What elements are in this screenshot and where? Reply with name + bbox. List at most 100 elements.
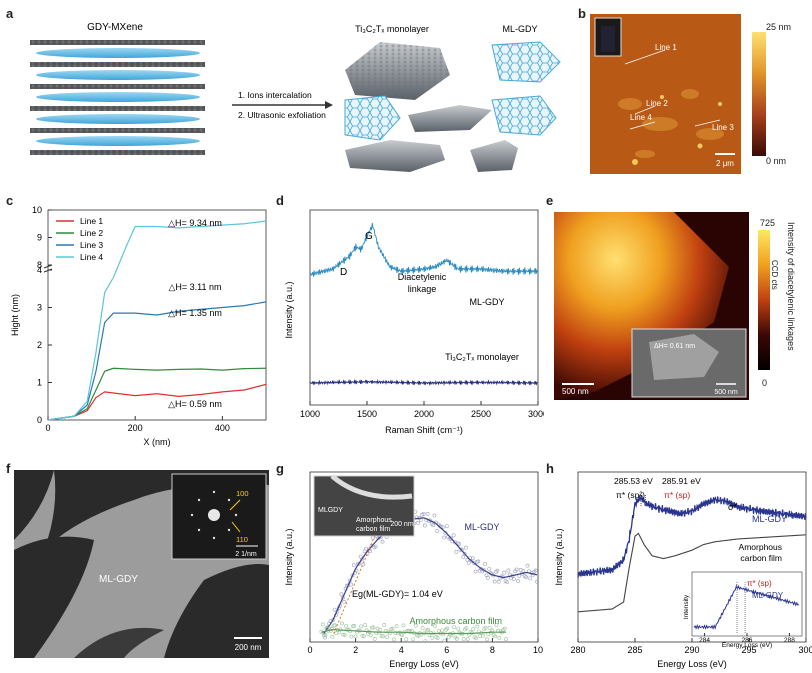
h-inset-xtick: 284 xyxy=(699,637,710,644)
g-point xyxy=(442,638,447,643)
g-point xyxy=(340,621,344,626)
h-inset-xtick: 288 xyxy=(784,637,795,644)
g-point xyxy=(492,579,497,584)
h-amorph1: Amorphous xyxy=(739,542,782,552)
g-point xyxy=(487,626,492,630)
g-point xyxy=(368,633,373,638)
g-point xyxy=(442,535,446,540)
c-ytick: 8 xyxy=(37,260,42,270)
g-point xyxy=(493,634,498,639)
tem-mlgdy-label: ML-GDY xyxy=(99,574,138,585)
g-point xyxy=(494,623,499,628)
g-point xyxy=(454,636,459,641)
d-peak-d: D xyxy=(340,267,347,278)
g-point xyxy=(363,623,368,627)
g-xtick: 10 xyxy=(533,645,543,655)
raman-colorbar xyxy=(758,230,770,370)
g-point xyxy=(371,625,376,630)
h-xtick: 280 xyxy=(570,645,585,655)
panel-letter-a: a xyxy=(6,6,14,21)
g-point xyxy=(496,579,501,584)
c-dh-line1: △H= 0.59 nm xyxy=(168,399,222,409)
g-point xyxy=(394,624,399,629)
h-inset-xlabel: Energy Loss (eV) xyxy=(722,642,772,649)
panel-letter-e: e xyxy=(546,193,554,208)
gdy-layer xyxy=(36,70,200,80)
g-point xyxy=(334,631,339,636)
panel-letter-d: d xyxy=(276,193,284,208)
g-point xyxy=(381,634,385,639)
mxene-flake xyxy=(345,140,445,172)
g-point xyxy=(433,624,437,628)
g-point xyxy=(340,595,345,600)
panel-letter-h: h xyxy=(546,461,554,476)
g-amorph-label: Amorphous carbon film xyxy=(409,616,502,626)
g-point xyxy=(352,623,357,628)
g-point xyxy=(378,627,383,632)
h-series-0 xyxy=(577,495,807,578)
e-scalebar-label: 500 nm xyxy=(562,387,589,396)
g-point xyxy=(351,563,356,568)
afm-scalebar-label: 2 μm xyxy=(716,159,734,168)
g-point xyxy=(390,626,395,631)
g-point xyxy=(483,562,488,566)
chart-d: Intensity (a.u.) Raman Shift (cm⁻¹) 1000… xyxy=(284,209,544,435)
h-inset-xtick: 286 xyxy=(742,637,753,644)
h-xtick: 300 xyxy=(798,645,812,655)
g-point xyxy=(525,563,530,568)
g-point xyxy=(425,512,430,516)
d-xtick: 1500 xyxy=(357,409,377,419)
g-point xyxy=(423,639,428,643)
g-point xyxy=(330,634,335,639)
g-point xyxy=(475,624,480,629)
e-inset-dh: ΔH= 0.61 nm xyxy=(654,343,695,350)
g-point xyxy=(359,624,363,629)
afm-cbar-min: 0 nm xyxy=(766,156,787,166)
g-ylabel: Intensity (a.u.) xyxy=(284,528,294,585)
arrow-head-icon xyxy=(325,101,333,109)
c-xtick: 0 xyxy=(45,423,50,433)
g-point xyxy=(446,635,451,640)
g-xtick: 6 xyxy=(444,645,449,655)
h-inset-pi: π* (sp) xyxy=(747,579,772,588)
c-dh-line2: △H= 1.35 nm xyxy=(168,308,222,318)
d-xtick: 2500 xyxy=(471,409,491,419)
d-mlgdy-label: ML-GDY xyxy=(469,297,504,307)
chart-c: Hight (nm) X (nm) 0 200 400 0 1 2 3 48 9 10 △H= 9… xyxy=(10,205,267,447)
g-xtick: 4 xyxy=(399,645,404,655)
c-xtick: 200 xyxy=(128,423,143,433)
g-fit-1 xyxy=(321,629,507,635)
afm-cbar-max: 25 nm xyxy=(766,22,792,32)
afm-line1-label: Line 1 xyxy=(655,43,677,52)
h-inset-ylabel: Intensity xyxy=(683,594,690,619)
h-series-1 xyxy=(577,532,806,613)
h-sigma: σ* xyxy=(728,502,738,512)
afm-line2-label: Line 2 xyxy=(646,99,668,108)
afm-colorbar xyxy=(752,32,766,156)
h-inset-series xyxy=(693,584,800,630)
g-xtick: 8 xyxy=(490,645,495,655)
g-point xyxy=(323,633,328,637)
g-point xyxy=(372,637,377,641)
g-point xyxy=(480,633,485,638)
d-xtick: 1000 xyxy=(300,409,320,419)
g-point xyxy=(533,568,538,573)
g-point xyxy=(322,633,327,638)
gdy-mxene-title: GDY-MXene xyxy=(87,22,143,33)
e-cbar-unit: CCD cts xyxy=(770,260,779,290)
g-point xyxy=(476,559,481,564)
g-point xyxy=(430,635,435,640)
mxene-flake xyxy=(408,105,492,132)
g-point xyxy=(382,623,387,627)
g-point xyxy=(342,599,347,604)
c-ytick: 2 xyxy=(37,340,42,350)
gdy-layer xyxy=(36,114,200,124)
mono-title: Ti₃C₂Tₓ monolayer xyxy=(355,24,429,34)
d-peak-g: G xyxy=(365,231,373,242)
panel-letter-f: f xyxy=(6,461,11,476)
h-pi-sp2: π* (sp²) xyxy=(616,490,645,500)
h-xtick: 290 xyxy=(684,645,699,655)
g-point xyxy=(423,523,427,528)
g-point xyxy=(373,544,378,549)
e-cbar-max: 725 xyxy=(760,218,776,228)
